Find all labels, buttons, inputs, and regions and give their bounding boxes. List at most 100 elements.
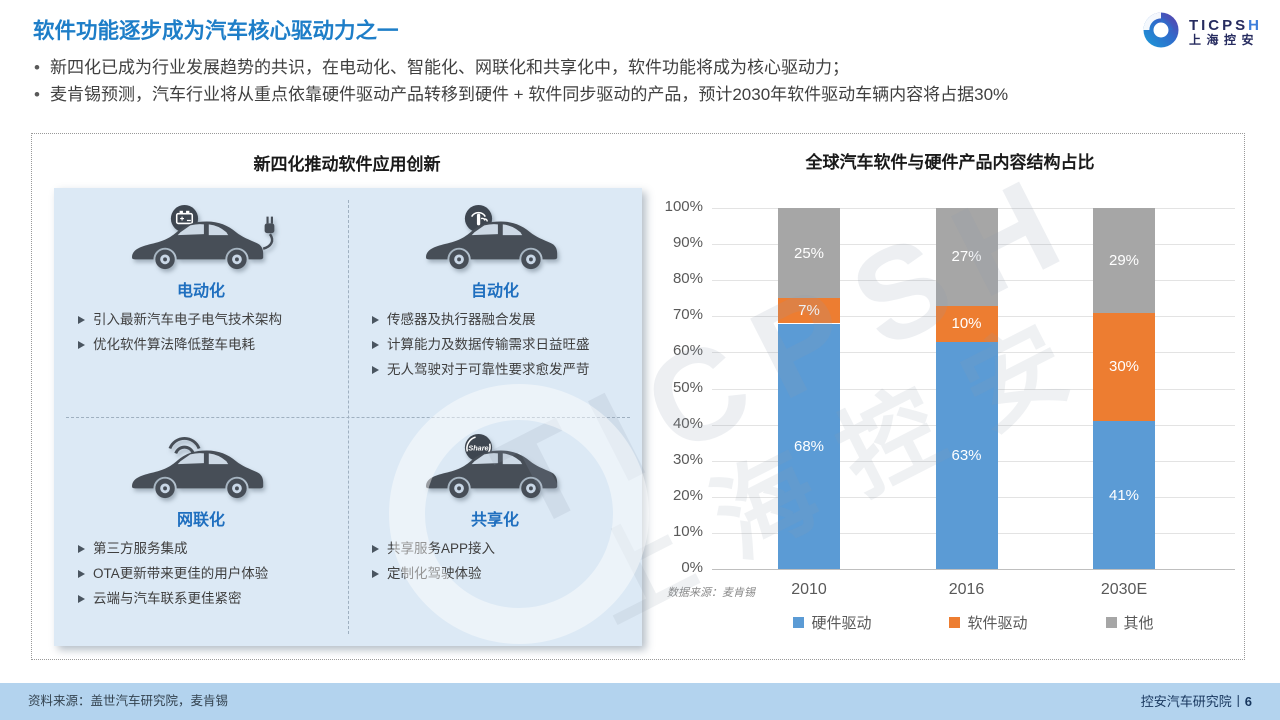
panel-title: 新四化推动软件应用创新 [253,155,441,174]
svg-text:Share: Share [468,443,488,452]
arrow-bullet-icon [372,569,379,578]
chart-legend: 硬件驱动 软件驱动 其他 [712,612,1235,633]
quadrant-point-list: 共享服务APP接入 定制化驾驶体验 [372,538,642,585]
legend-item: 其他 [1105,612,1154,633]
bullet-dot-icon: • [34,58,40,77]
footer-divider: 丨 [1231,694,1245,709]
quadrant-point-text: 传感器及执行器融合发展 [387,312,536,327]
quadrant-grid: 电动化 引入最新汽车电子电气技术架构 优化软件算法降低整车电耗 自动化 传感器及执行器融… [54,188,642,646]
footer-source: 资料来源：盖世汽车研究院，麦肯锡 [28,694,229,708]
legend-swatch-icon [949,617,961,628]
y-axis-tick-label: 70% [672,306,703,324]
header-bullet-text: 新四化已成为行业发展趋势的共识，在电动化、智能化、网联化和共享化中，软件功能将成… [49,58,849,77]
autonomous-car-icon [348,198,642,272]
legend-label: 软件驱动 [967,615,1028,632]
quadrant-point: 定制化驾驶体验 [372,563,618,585]
arrow-bullet-icon [372,315,379,324]
legend-swatch-icon [793,617,805,628]
quadrant-point: 计算能力及数据传输需求日益旺盛 [372,334,618,356]
x-axis-line [712,569,1235,570]
quadrant-point-text: 无人驾驶对于可靠性要求愈发严苛 [387,362,590,377]
x-axis-tick-label: 2016 [948,581,985,598]
footer-right: 控安汽车研究院丨6 [1141,683,1252,720]
quadrant-label: 自动化 [470,283,519,300]
arrow-bullet-icon [78,315,85,324]
bar-segment: 41% [1093,421,1155,569]
quadrant-point-text: OTA更新带来更佳的用户体验 [93,566,269,581]
header-bullet: • 麦肯锡预测，汽车行业将从重点依靠硬件驱动产品转移到硬件 + 软件同步驱动的产品… [34,81,1008,108]
bar-segment: 29% [1093,208,1155,313]
bullet-dot-icon: • [34,85,40,104]
bar-value-label: 68% [793,437,825,455]
arrow-bullet-icon [78,340,85,349]
footer-bar: 资料来源：盖世汽车研究院，麦肯锡 控安汽车研究院丨6 [0,683,1280,720]
logo-brand: TICPSH [1188,16,1262,34]
arrow-bullet-icon [78,544,85,553]
arrow-bullet-icon [78,569,85,578]
bar-value-label: 29% [1108,251,1140,269]
quadrant-point-text: 共享服务APP接入 [387,541,496,556]
quadrant-point-text: 定制化驾驶体验 [387,566,482,581]
legend-item: 硬件驱动 [793,612,871,633]
bar-value-label: 63% [951,446,982,464]
electric-car-icon [54,198,348,272]
quadrant-point: 传感器及执行器融合发展 [372,309,618,331]
y-axis-tick-label: 40% [672,414,703,432]
bar-value-label: 41% [1108,486,1140,504]
legend-label: 其他 [1123,615,1154,632]
quadrant-point: 引入最新汽车电子电气技术架构 [78,309,282,331]
quadrant-point: 无人驾驶对于可靠性要求愈发严苛 [372,359,618,381]
legend-label: 硬件驱动 [811,615,872,632]
quadrant-point: 共享服务APP接入 [372,538,618,560]
x-axis-tick-label: 2010 [791,581,827,598]
quadrant: 网联化 第三方服务集成 OTA更新带来更佳的用户体验 云端与汽车联系更佳紧密 [54,417,348,646]
page-number: 6 [1244,694,1252,709]
arrow-bullet-icon [372,340,379,349]
bar-segment: 7% [778,298,840,324]
y-axis-tick-label: 20% [672,486,703,504]
quadrant: 电动化 引入最新汽车电子电气技术架构 优化软件算法降低整车电耗 [54,188,348,417]
horizontal-dashed-divider [66,417,630,418]
bar-value-label: 30% [1108,358,1140,376]
bar-value-label: 7% [798,302,820,320]
y-axis-tick-label: 90% [672,234,703,252]
bar-segment: 10% [935,305,998,342]
quadrant-point: 云端与汽车联系更佳紧密 [78,588,324,610]
x-axis-tick-label: 2030E [1100,581,1148,598]
stacked-bar-chart: 全球汽车软件与硬件产品内容结构占比 数据来源：麦肯锡 0% 10% 20% 30% 40… [657,142,1243,654]
y-axis-tick-label: 80% [672,270,703,288]
quadrant-point-text: 计算能力及数据传输需求日益旺盛 [387,337,590,352]
quadrant: Share 共享化共享服务APP接入 定制化驾驶体验 [348,417,642,646]
arrow-bullet-icon [78,594,85,603]
bar-segment: 63% [935,341,998,569]
chart-source-note: 数据来源：麦肯锡 [667,587,755,599]
y-axis-tick-label: 60% [672,342,703,360]
quadrant-point-text: 云端与汽车联系更佳紧密 [93,591,242,606]
y-axis-tick-label: 100% [664,198,703,215]
four-trends-panel: 新四化推动软件应用创新 电动化 引入最新汽车电子电气技术架构 优化软件算法降低整车电… [38,144,656,654]
page-title: 软件功能逐步成为汽车核心驱动力之一 [33,19,399,43]
legend-swatch-icon [1105,617,1117,628]
connected-car-icon [54,427,348,501]
header-bullet-list: • 新四化已成为行业发展趋势的共识，在电动化、智能化、网联化和共享化中，软件功能将… [34,54,1008,108]
bar-segment: 30% [1093,312,1155,421]
footer-org: 控安汽车研究院 [1140,694,1232,709]
quadrant-point-list: 第三方服务集成 OTA更新带来更佳的用户体验 云端与汽车联系更佳紧密 [78,538,348,610]
chart-title: 全球汽车软件与硬件产品内容结构占比 [805,153,1095,172]
bar-value-label: 25% [793,244,825,262]
bar-segment: 25% [778,208,840,299]
logo-brand-cn: 上海控安 [1188,33,1259,48]
header-bullet-text: 麦肯锡预测，汽车行业将从重点依靠硬件驱动产品转移到硬件 + 软件同步驱动的产品，… [49,85,1009,104]
bar-value-label: 27% [951,248,982,266]
bar-segment: 27% [935,208,998,306]
arrow-bullet-icon [372,365,379,374]
quadrant: 自动化传感器及执行器融合发展计算能力及数据传输需求日益旺盛 无人驾驶对于可靠性要求… [348,188,642,417]
quadrant-point-text: 引入最新汽车电子电气技术架构 [93,312,282,327]
arrow-bullet-icon [372,544,379,553]
y-axis-tick-label: 50% [672,378,703,396]
quadrant-point-list: 传感器及执行器融合发展计算能力及数据传输需求日益旺盛 无人驾驶对于可靠性要求愈发严… [372,309,642,381]
quadrant-label: 电动化 [176,283,225,300]
y-axis-tick-label: 10% [672,522,703,540]
quadrant-label: 共享化 [470,512,519,529]
